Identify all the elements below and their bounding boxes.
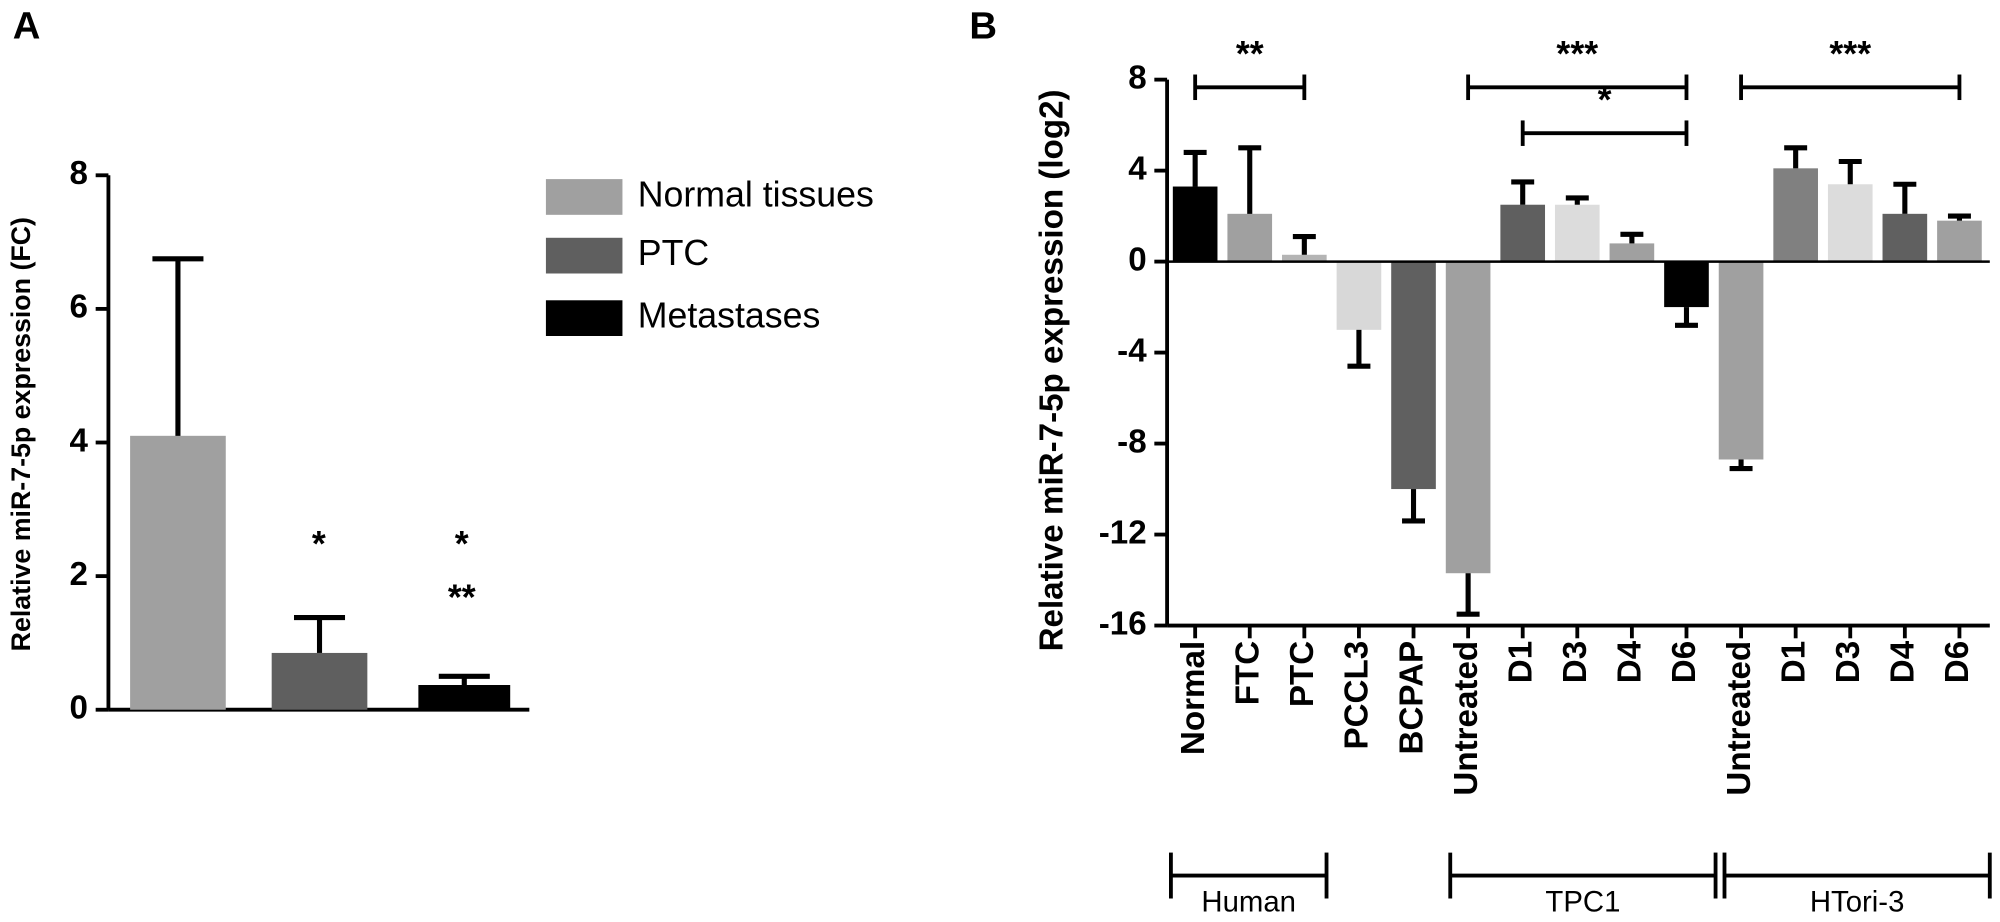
- y-tick-label: 2: [70, 556, 88, 593]
- bar: [1773, 168, 1818, 262]
- error-bar: [1511, 179, 1535, 205]
- legend-label: Metastases: [638, 296, 821, 336]
- error-bar: [1838, 158, 1862, 185]
- error-bar: [294, 614, 346, 653]
- error-bar: [1620, 231, 1644, 244]
- x-tick-label: D1: [1775, 641, 1812, 683]
- bar: [1391, 261, 1436, 490]
- error-bar: [152, 256, 204, 436]
- bar: [418, 685, 511, 710]
- error-bar: [1729, 459, 1753, 472]
- legend-label: PTC: [638, 233, 709, 273]
- bar: [1500, 204, 1546, 262]
- y-tick-label: -8: [1117, 423, 1146, 460]
- legend-label: Normal tissues: [638, 174, 874, 214]
- bar: [1282, 254, 1327, 262]
- bar: [1336, 261, 1382, 330]
- error-bar: [1402, 489, 1425, 524]
- error-bar: [1183, 149, 1207, 187]
- x-tick-label: BCPAP: [1393, 641, 1430, 755]
- legend-swatch: [545, 237, 623, 274]
- x-tick-label: PCCL3: [1339, 641, 1376, 750]
- x-tick-label: PTC: [1284, 641, 1321, 707]
- error-bar: [1893, 181, 1917, 214]
- bar: [1227, 213, 1273, 262]
- error-bar: [1347, 329, 1371, 369]
- y-axis-title: Relative miR-7-5p expression (FC): [6, 217, 36, 651]
- x-tick-label: D1: [1502, 641, 1539, 683]
- y-tick-label: 8: [1128, 59, 1146, 96]
- significance: ***: [1556, 34, 1598, 74]
- bar: [1172, 186, 1218, 262]
- y-tick-label: -16: [1099, 605, 1147, 642]
- y-tick-label: 4: [70, 422, 89, 459]
- bar: [1718, 261, 1764, 460]
- x-tick-label: Untreated: [1721, 641, 1758, 796]
- error-bar: [1292, 234, 1316, 255]
- significance: **: [1236, 34, 1264, 74]
- group-label: HTori-3: [1810, 885, 1905, 918]
- significance: *: [312, 524, 326, 564]
- error-bar: [1674, 307, 1698, 328]
- error-bar: [1565, 195, 1589, 205]
- error-bar: [1784, 145, 1808, 169]
- error-bar: [438, 673, 490, 686]
- bar: [1827, 184, 1873, 262]
- bar: [1664, 261, 1709, 308]
- bar: [1882, 213, 1928, 262]
- legend-swatch: [545, 300, 623, 336]
- x-tick-label: D3: [1830, 641, 1867, 683]
- error-bar: [1456, 573, 1480, 617]
- group-label: TPC1: [1545, 885, 1620, 918]
- x-tick-label: D4: [1612, 640, 1649, 683]
- x-tick-label: D6: [1666, 641, 1703, 683]
- panel-label: A: [13, 5, 41, 48]
- y-axis-title: Relative miR-7-5p expression (log2): [1033, 89, 1070, 651]
- significance: *: [1598, 80, 1612, 120]
- x-tick-label: D6: [1939, 641, 1976, 683]
- x-tick-label: D4: [1885, 640, 1922, 683]
- legend-swatch: [545, 179, 623, 215]
- bar: [130, 435, 226, 710]
- y-tick-label: 0: [70, 689, 88, 726]
- panel-label: B: [969, 5, 997, 48]
- y-tick-label: 6: [70, 289, 88, 326]
- error-bar: [1947, 213, 1971, 221]
- significance: **: [448, 577, 476, 617]
- x-tick-label: Untreated: [1448, 641, 1485, 796]
- y-tick-label: 4: [1128, 150, 1147, 187]
- y-tick-label: 8: [70, 155, 88, 192]
- bar: [1445, 261, 1491, 574]
- bar: [271, 652, 368, 710]
- bar: [1554, 204, 1600, 262]
- significance: *: [455, 524, 469, 564]
- error-bar: [1238, 145, 1262, 214]
- y-tick-label: -4: [1117, 332, 1147, 369]
- bar: [1609, 243, 1655, 262]
- group-label: Human: [1201, 885, 1296, 918]
- significance: ***: [1829, 34, 1871, 74]
- x-tick-label: Normal: [1175, 641, 1212, 755]
- y-tick-label: 0: [1128, 241, 1146, 278]
- x-tick-label: D3: [1557, 641, 1594, 683]
- x-tick-label: FTC: [1230, 641, 1267, 706]
- y-tick-label: -12: [1099, 514, 1147, 551]
- bar: [1937, 220, 1982, 262]
